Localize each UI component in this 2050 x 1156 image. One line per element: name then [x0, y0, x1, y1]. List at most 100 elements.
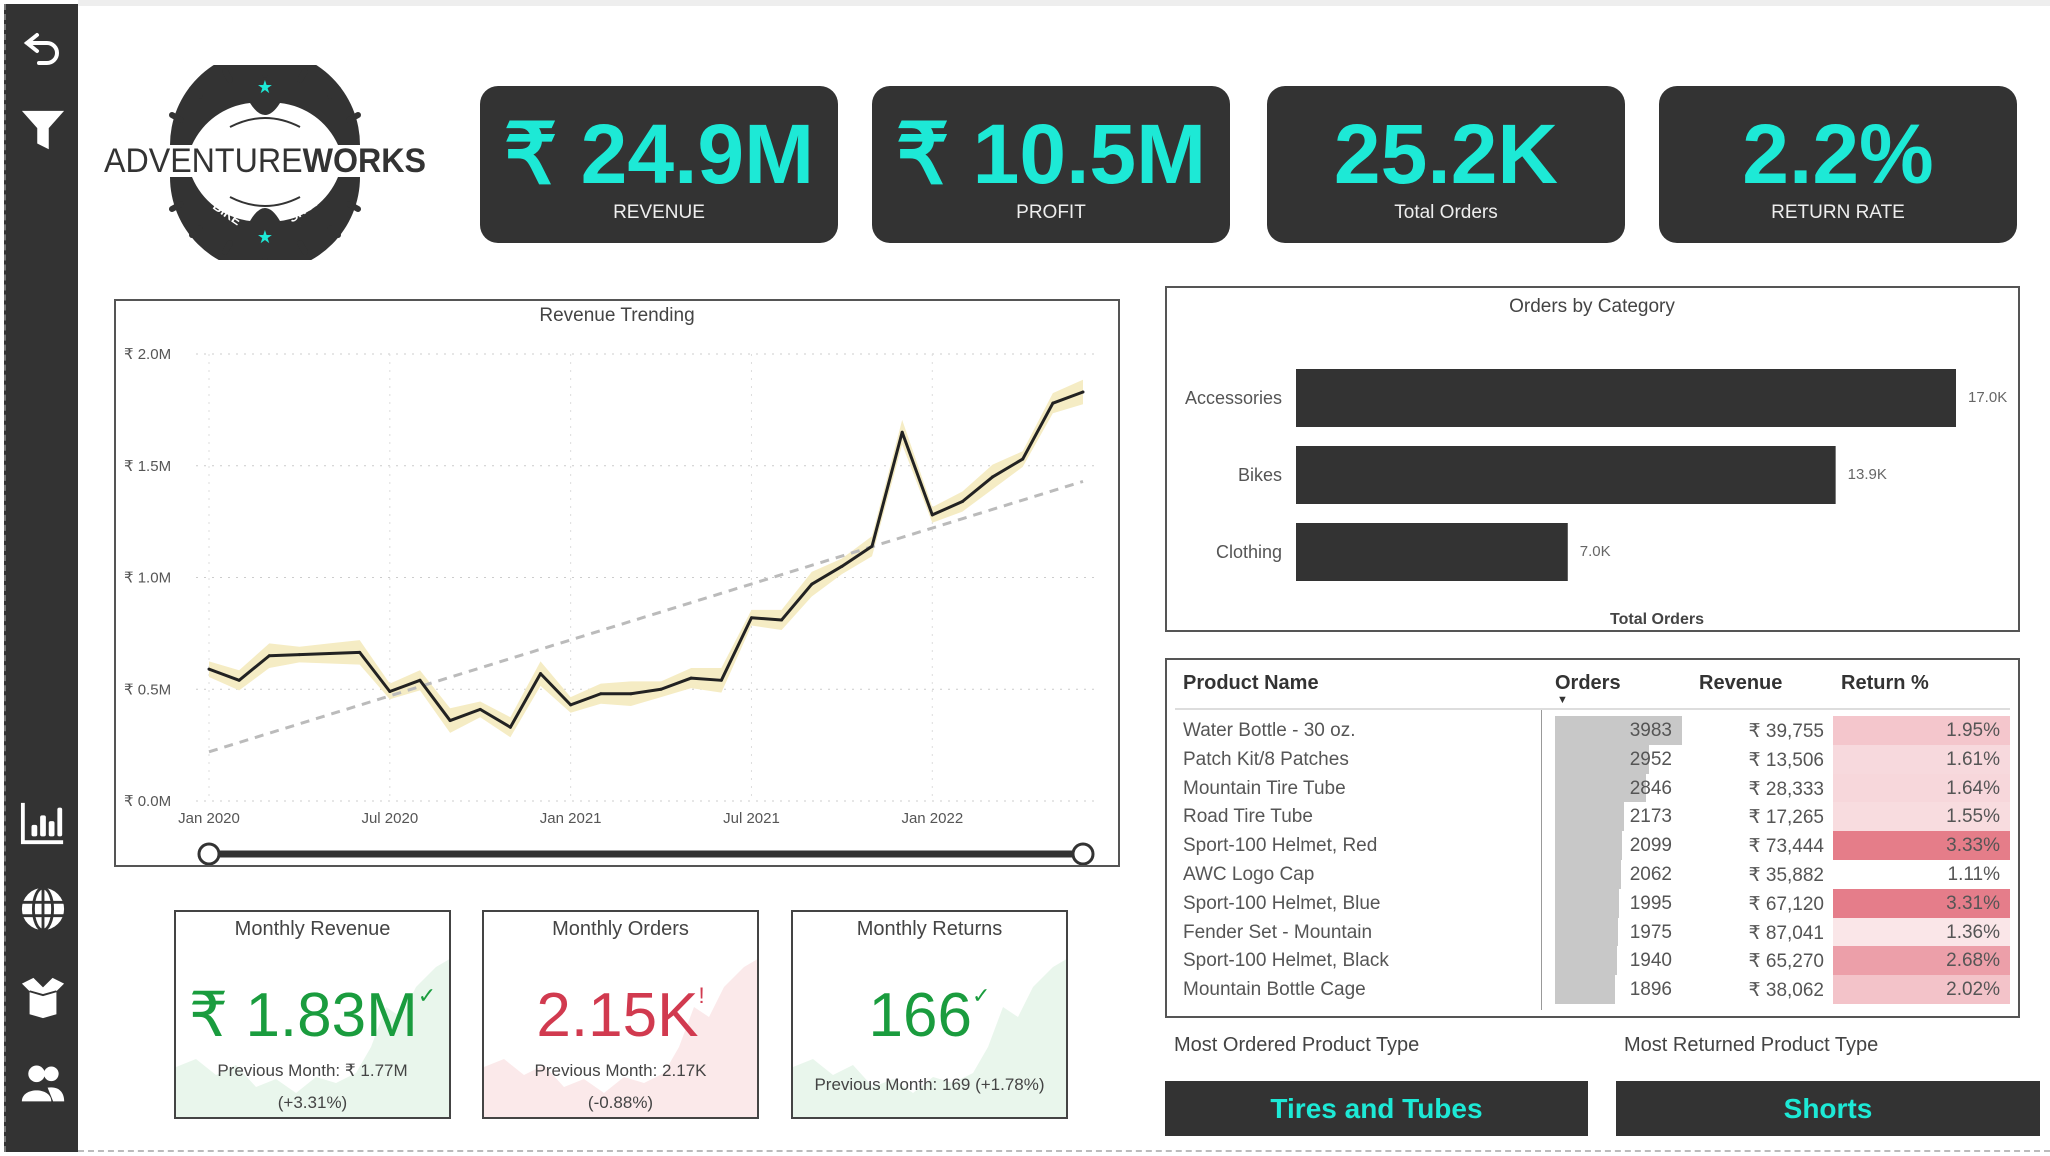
x-tick-label: Jan 2022	[901, 810, 963, 827]
table-row[interactable]: Sport-100 Helmet, Black 1940 ₹ 65,270 2.…	[1177, 946, 2012, 976]
filter-icon[interactable]	[20, 108, 66, 154]
users-icon[interactable]	[20, 1060, 66, 1106]
data-point	[840, 564, 844, 568]
bar-bikes[interactable]	[1296, 446, 1836, 504]
svg-text:★: ★	[257, 77, 273, 97]
data-point	[478, 707, 482, 711]
header-return-pct[interactable]: Return %	[1841, 672, 1929, 694]
x-axis-label: Total Orders	[1610, 611, 1704, 628]
data-point	[749, 616, 753, 620]
data-point	[991, 475, 995, 479]
table-row[interactable]: Patch Kit/8 Patches 2952 ₹ 13,506 1.61%	[1177, 744, 2012, 774]
x-tick-label: Jul 2021	[723, 810, 780, 827]
adventureworks-logo: ★ ★ ADVENTUREWORKS BIKE SHOP	[100, 50, 430, 272]
return-heat-cell	[1833, 802, 2010, 832]
orders-bar	[1555, 917, 1618, 947]
product-name: AWC Logo Cap	[1183, 864, 1315, 885]
product-name: Mountain Bottle Cage	[1183, 979, 1366, 1001]
data-label: 7.0K	[1580, 543, 1611, 560]
return-value: 3.33%	[1946, 835, 2000, 857]
confidence-band	[209, 379, 1083, 738]
return-heat-cell	[1833, 773, 2010, 803]
previous-month: Previous Month: 169 (+1.78%)	[814, 1075, 1045, 1094]
bar-accessories[interactable]	[1296, 369, 1956, 427]
table-row[interactable]: Mountain Bottle Cage 1896 ₹ 38,062 2.02%	[1177, 975, 2012, 1004]
y-tick-label: ₹ 1.0M	[124, 570, 171, 587]
previous-month: Previous Month: 2.17K	[534, 1061, 707, 1080]
orders-bar	[1555, 831, 1622, 860]
revenue-value: ₹ 38,062	[1748, 980, 1824, 1002]
previous-month: Previous Month: ₹ 1.77M	[217, 1061, 408, 1080]
orders-by-category-chart: Orders by Category Accessories 17.0K Bikes 1…	[1165, 286, 2020, 632]
data-point	[297, 653, 301, 657]
data-point	[418, 678, 422, 682]
bar-chart-icon[interactable]	[20, 800, 66, 846]
header-product-name[interactable]: Product Name	[1183, 672, 1319, 694]
kpi-value: ₹ 24.9M	[503, 107, 815, 201]
table-row[interactable]: Water Bottle - 30 oz. 3983 ₹ 39,755 1.95…	[1177, 716, 2012, 745]
y-tick-label: ₹ 0.5M	[124, 681, 171, 698]
data-point	[1021, 457, 1025, 461]
change-pct: (+3.31%)	[277, 1093, 348, 1112]
product-name: Water Bottle - 30 oz.	[1183, 720, 1356, 741]
card-title: Monthly Orders	[552, 918, 689, 940]
most-returned-label: Most Returned Product Type	[1624, 1034, 1879, 1056]
globe-icon[interactable]	[20, 886, 66, 932]
return-value: 1.36%	[1946, 921, 2000, 943]
data-point	[267, 654, 271, 658]
chart-title: Revenue Trending	[539, 305, 694, 326]
sort-desc-icon: ▼	[1557, 694, 1568, 706]
kpi-return-rate: 2.2% RETURN RATE	[1659, 86, 2017, 243]
orders-value: 2062	[1629, 864, 1672, 885]
data-label: 17.0K	[1968, 389, 2007, 406]
category-label: Bikes	[1238, 465, 1282, 485]
return-heat-cell	[1833, 946, 2010, 976]
return-value: 1.64%	[1946, 777, 2000, 799]
change-pct: (-0.88%)	[587, 1093, 654, 1112]
trend-line	[208, 479, 1084, 754]
table-row[interactable]: AWC Logo Cap 2062 ₹ 35,882 1.11%	[1177, 860, 2012, 889]
sparkline-area	[484, 959, 757, 1117]
table-row[interactable]: Sport-100 Helmet, Red 2099 ₹ 73,444 3.33…	[1177, 831, 2012, 860]
card-value: 2.15K	[536, 981, 699, 1050]
orders-value: 1975	[1629, 921, 1672, 943]
kpi-value: 2.2%	[1742, 107, 1934, 201]
data-point	[930, 513, 934, 517]
product-name: Patch Kit/8 Patches	[1183, 748, 1349, 770]
category-label: Accessories	[1185, 388, 1282, 408]
box-icon[interactable]	[20, 974, 66, 1020]
return-value: 1.95%	[1946, 720, 2000, 741]
header-revenue[interactable]: Revenue	[1699, 672, 1783, 694]
orders-bar	[1555, 860, 1621, 889]
table-row[interactable]: Fender Set - Mountain 1975 ₹ 87,041 1.36…	[1177, 917, 2012, 947]
slider-handle-end[interactable]	[1071, 842, 1095, 865]
undo-icon[interactable]	[20, 28, 66, 74]
return-heat-cell	[1833, 888, 2010, 918]
card-title: Monthly Revenue	[234, 918, 391, 940]
kpi-label: PROFIT	[1016, 202, 1086, 223]
data-point	[870, 544, 874, 548]
table-row[interactable]: Sport-100 Helmet, Blue 1995 ₹ 67,120 3.3…	[1177, 888, 2012, 918]
kpi-value: ₹ 10.5M	[895, 107, 1207, 201]
orders-value: 2173	[1629, 806, 1672, 828]
kpi-label: REVENUE	[613, 202, 705, 223]
revenue-value: ₹ 87,041	[1748, 922, 1824, 944]
product-name: Sport-100 Helmet, Red	[1183, 835, 1378, 857]
column-divider	[1541, 710, 1542, 1010]
sparkline-area	[793, 959, 1066, 1117]
revenue-value: ₹ 13,506	[1748, 749, 1824, 771]
x-tick-label: Jul 2020	[361, 810, 418, 827]
bar-clothing[interactable]	[1296, 523, 1568, 581]
kpi-label: RETURN RATE	[1771, 202, 1905, 223]
table-row[interactable]: Road Tire Tube 2173 ₹ 17,265 1.55%	[1177, 802, 2012, 832]
table-row[interactable]: Mountain Tire Tube 2846 ₹ 28,333 1.64%	[1177, 773, 2012, 803]
data-point	[1051, 401, 1055, 405]
return-value: 2.68%	[1946, 950, 2000, 972]
header-orders[interactable]: Orders	[1555, 672, 1621, 694]
y-tick-label: ₹ 0.0M	[124, 793, 171, 810]
return-heat-cell	[1833, 716, 2010, 745]
orders-bar	[1555, 802, 1625, 832]
most-ordered-label: Most Ordered Product Type	[1174, 1034, 1420, 1056]
slider-handle-start[interactable]	[197, 842, 221, 865]
x-tick-label: Jan 2021	[540, 810, 602, 827]
